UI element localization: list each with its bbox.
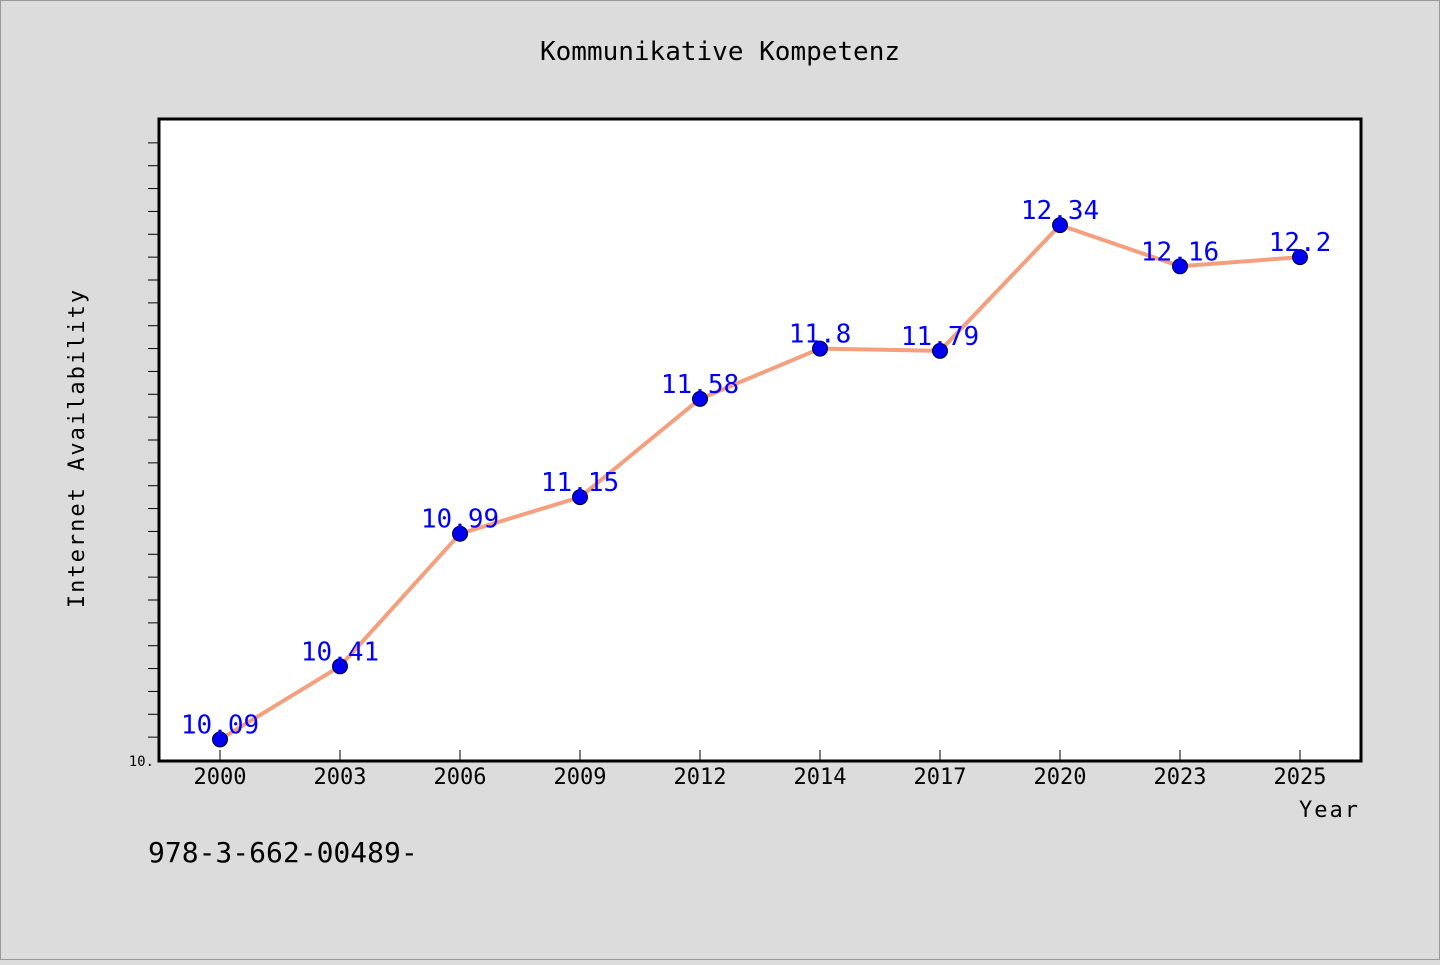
data-point — [332, 658, 348, 675]
series-line-group — [218, 223, 1301, 742]
y-tick-label: 10. — [129, 754, 154, 770]
data-point — [572, 489, 588, 506]
x-axis-label: Year — [1299, 798, 1360, 823]
footnote-text: 978-3-662-00489- — [148, 836, 418, 869]
data-label: 12.34 — [1021, 196, 1099, 226]
data-label: 11.15 — [541, 468, 619, 498]
data-markers — [212, 217, 1308, 748]
data-label: 12.2 — [1269, 228, 1332, 258]
chart-title: Kommunikative Kompetenz — [540, 37, 900, 67]
data-label: 10.09 — [181, 710, 259, 740]
x-tick-label: 2009 — [554, 765, 607, 790]
x-tick-label: 2014 — [794, 765, 847, 790]
x-tick-label: 2025 — [1274, 765, 1327, 790]
y-axis-label: Internet Availability — [65, 288, 90, 608]
x-tick-label: 2020 — [1034, 765, 1087, 790]
x-tick-label: 2023 — [1154, 765, 1207, 790]
data-point — [692, 390, 708, 407]
data-label: 11.8 — [789, 320, 852, 350]
x-tick-label: 2003 — [314, 765, 367, 790]
x-tick-label: 2006 — [434, 765, 487, 790]
data-label: 12.16 — [1141, 237, 1219, 267]
y-axis-ticks: 10. — [129, 142, 158, 770]
x-tick-label: 2012 — [674, 765, 727, 790]
data-labels: 10.09 10.41 10.99 11.15 11.58 11.8 11.79 12.34 1… — [181, 196, 1331, 740]
data-label: 10.99 — [421, 505, 499, 535]
data-point — [1052, 217, 1068, 234]
data-label: 10.41 — [301, 637, 379, 667]
data-point — [212, 731, 228, 748]
data-point — [1172, 258, 1188, 275]
x-tick-label: 2017 — [914, 765, 967, 790]
plot-area — [157, 117, 1363, 763]
data-point — [452, 525, 468, 542]
data-label: 11.79 — [901, 322, 979, 352]
x-tick-label: 2000 — [194, 765, 247, 790]
data-label: 11.58 — [661, 370, 739, 400]
series-line — [218, 223, 1301, 742]
data-point — [812, 340, 828, 357]
data-point — [1292, 249, 1308, 266]
x-axis-ticks: 2000 2003 2006 2009 2012 2014 2017 2020 2023 2025 — [194, 750, 1327, 790]
data-point — [932, 342, 948, 359]
